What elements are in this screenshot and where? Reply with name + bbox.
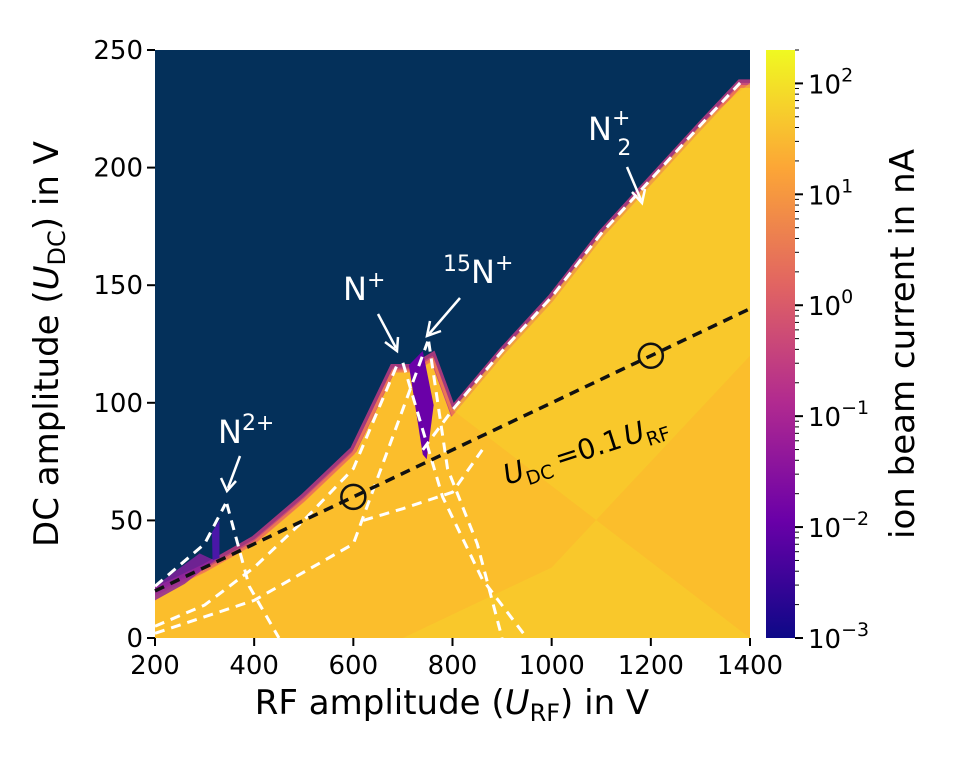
region-edge-inner	[155, 84, 750, 596]
scan-line	[154, 307, 751, 593]
colorbar-tick-label: 10−3	[808, 619, 869, 655]
boundary-inner-arc	[362, 448, 484, 522]
annotation-nplus: N+	[343, 268, 400, 354]
colorbar-tick-label: 10−2	[808, 508, 869, 544]
y-axis-label: DC amplitude (UDC) in V	[27, 141, 71, 547]
x-tick-label: 1400	[717, 651, 783, 681]
colorbar-tick-label: 101	[808, 175, 853, 211]
colorbar-ticks: 102 101 100 10−1 10−2 10−3	[795, 49, 869, 655]
boundary-n2plus-right	[225, 503, 281, 638]
svg-text:15N+: 15N+	[443, 251, 513, 291]
x-axis-label: RF amplitude (URF) in V	[255, 683, 649, 727]
n2plus-low-current-region	[212, 520, 220, 561]
x-tick-label: 200	[130, 651, 180, 681]
colorbar	[766, 50, 795, 638]
y-tick-label: 50	[110, 506, 143, 536]
boundary-nplus-right	[401, 362, 529, 638]
edge-low-current-region	[155, 553, 215, 601]
boundary-n2plus-left	[155, 503, 227, 588]
y-axis: 0 50 100 150 200 250	[93, 36, 155, 654]
boundary-n15-right	[427, 341, 504, 638]
colorbar-tick-label: 102	[808, 64, 853, 100]
y-tick-label: 0	[126, 624, 143, 654]
x-tick-label: 600	[329, 651, 379, 681]
boundary-n2-molecular	[421, 81, 742, 451]
annotation-n2plus: N2+	[218, 411, 274, 494]
colorbar-tick-label: 100	[808, 286, 853, 322]
boundary-n15-left	[155, 341, 430, 635]
x-tick-label: 400	[229, 651, 279, 681]
x-axis: 200 400 600 800 1000 1200 1400	[130, 638, 783, 681]
annotation-n15plus: 15N+	[425, 251, 513, 338]
colorbar-tick-label: 10−1	[808, 397, 869, 433]
boundary-nplus-left	[155, 362, 400, 628]
svg-text:N+2: N+ 2	[588, 106, 631, 161]
y-tick-label: 200	[93, 154, 143, 184]
svg-text:N2+: N2+	[218, 411, 274, 451]
y-tick-label: 250	[93, 36, 143, 66]
y-tick-label: 150	[93, 271, 143, 301]
x-tick-label: 800	[428, 651, 478, 681]
x-tick-label: 1000	[519, 651, 585, 681]
scan-marker-1	[637, 342, 665, 370]
colorbar-label: ion beam current in nA	[883, 149, 923, 539]
high-current-band	[402, 82, 750, 638]
x-tick-label: 1200	[618, 651, 684, 681]
scan-marker-0	[340, 483, 367, 511]
svg-text:N+: N+	[343, 268, 385, 308]
y-tick-label: 100	[93, 389, 143, 419]
annotation-n2-molecular: N+ 2	[588, 106, 647, 206]
